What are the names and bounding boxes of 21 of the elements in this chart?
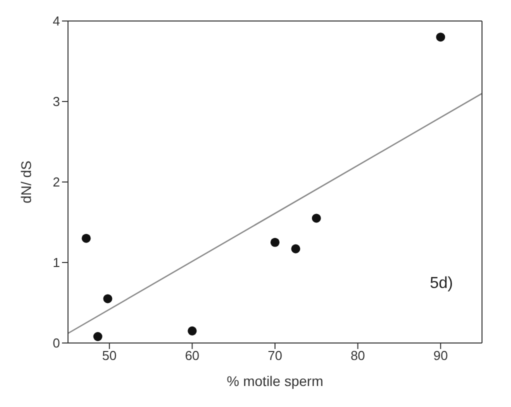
x-tick-label: 70 <box>268 348 282 364</box>
x-tick-label: 80 <box>350 348 366 364</box>
x-axis-title: % motile sperm <box>226 373 324 389</box>
y-tick-label: 1 <box>52 255 60 270</box>
point <box>103 294 112 304</box>
point <box>188 326 197 336</box>
y-tick-label: 0 <box>52 336 60 351</box>
y-axis-title: dN/ dS <box>18 160 34 204</box>
y-tick-label: 2 <box>52 174 60 190</box>
point <box>312 214 321 223</box>
point <box>436 32 446 42</box>
x-tick-label: 60 <box>184 348 200 364</box>
y-tick-label: 4 <box>52 14 60 29</box>
point <box>93 332 102 342</box>
annotation: 5d) <box>430 275 453 293</box>
point <box>82 234 91 243</box>
y-tick-label: 3 <box>52 94 60 110</box>
x-tick-label: 90 <box>433 348 448 364</box>
point <box>270 238 280 247</box>
x-tick-label: 50 <box>102 348 117 364</box>
point <box>291 244 300 254</box>
